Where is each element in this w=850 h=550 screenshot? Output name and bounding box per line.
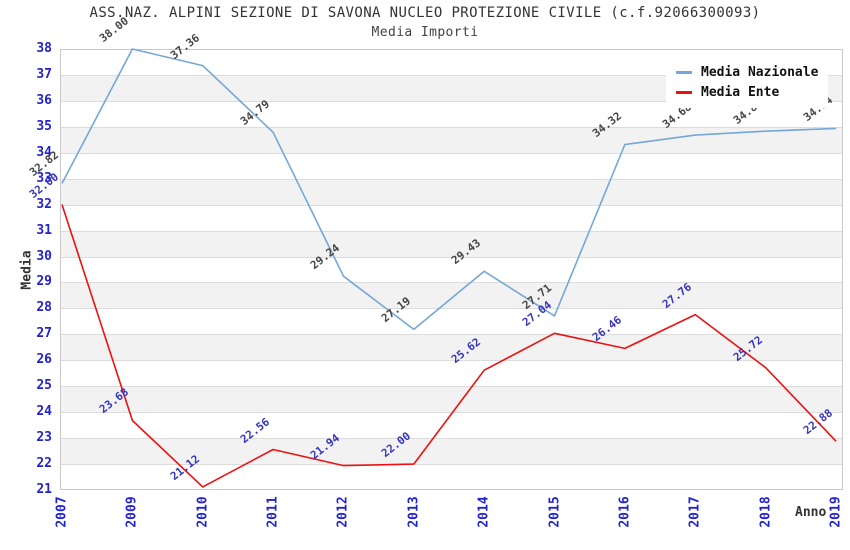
grid-band [60,204,843,231]
grid-band [60,256,843,283]
x-tick-label: 2017 [687,496,703,528]
grid-line [60,464,843,466]
legend-label: Media Nazionale [701,64,819,80]
y-axis-title: Media [19,249,35,290]
x-tick-label: 2015 [547,496,563,528]
grid-line [60,230,843,232]
y-tick-label: 24 [36,404,52,420]
grid-line [60,334,843,336]
x-tick-label: 2014 [476,496,492,528]
grid-line [60,152,843,154]
grid-line [60,204,843,206]
legend: Media Nazionale Media Ente [666,57,829,108]
grid-band [60,360,843,387]
x-tick-label: 2011 [265,496,281,528]
x-axis-title: Anno [795,505,827,520]
x-tick-label: 2018 [758,496,774,528]
y-tick-label: 32 [36,196,52,212]
y-tick-label: 37 [36,66,52,82]
grid-line [60,360,843,362]
x-tick-label: 2007 [54,496,70,528]
y-tick-label: 29 [36,274,52,290]
grid-line [60,74,843,76]
grid-line [60,282,843,284]
grid-line [60,100,843,102]
y-tick-label: 23 [36,430,52,446]
grid-line [60,256,843,258]
y-tick-label: 21 [36,482,52,497]
grid-line [60,126,843,128]
legend-label: Media Ente [701,84,780,100]
y-tick-label: 22 [36,456,52,472]
grid-band [60,464,843,490]
x-tick-label: 2012 [335,496,351,528]
x-tick-label: 2013 [406,496,422,528]
grid-band [60,152,843,179]
grid-line [60,438,843,440]
grid-band [60,334,843,361]
grid-band [60,126,843,153]
grid-band [60,308,843,335]
x-tick-label: 2009 [124,496,140,528]
legend-item-media-nazionale: Media Nazionale [676,62,818,82]
grid-band [60,178,843,205]
x-tick-label: 2010 [195,496,211,528]
y-tick-label: 31 [36,222,52,238]
legend-swatch-red-line-icon [676,90,692,94]
y-tick-label: 28 [36,300,52,316]
y-tick-label: 30 [36,248,52,264]
chart-subtitle: Media Importi [371,25,479,40]
y-tick-label: 33 [36,170,52,186]
y-tick-label: 27 [36,326,52,342]
grid-line [60,178,843,180]
legend-item-media-ente: Media Ente [676,82,818,102]
series-line-1 [61,204,837,488]
legend-swatch-blue-line-icon [676,70,692,74]
grid-band [60,230,843,257]
grid-band [60,438,843,465]
chart-title: ASS.NAZ. ALPINI SEZIONE DI SAVONA NUCLEO… [89,5,761,21]
y-tick-label: 38 [36,41,52,56]
y-tick-label: 26 [36,352,52,368]
grid-band [60,386,843,413]
x-tick-label: 2016 [617,496,633,528]
y-tick-label: 35 [36,118,52,134]
series-line-0 [61,48,837,331]
grid-band [60,282,843,309]
grid-band [60,412,843,439]
y-tick-label: 36 [36,92,52,108]
y-tick-label: 34 [36,144,52,160]
y-tick-label: 25 [36,378,52,394]
grid-line [60,308,843,310]
x-tick-label: 2019 [828,496,844,528]
grid-line [60,386,843,388]
